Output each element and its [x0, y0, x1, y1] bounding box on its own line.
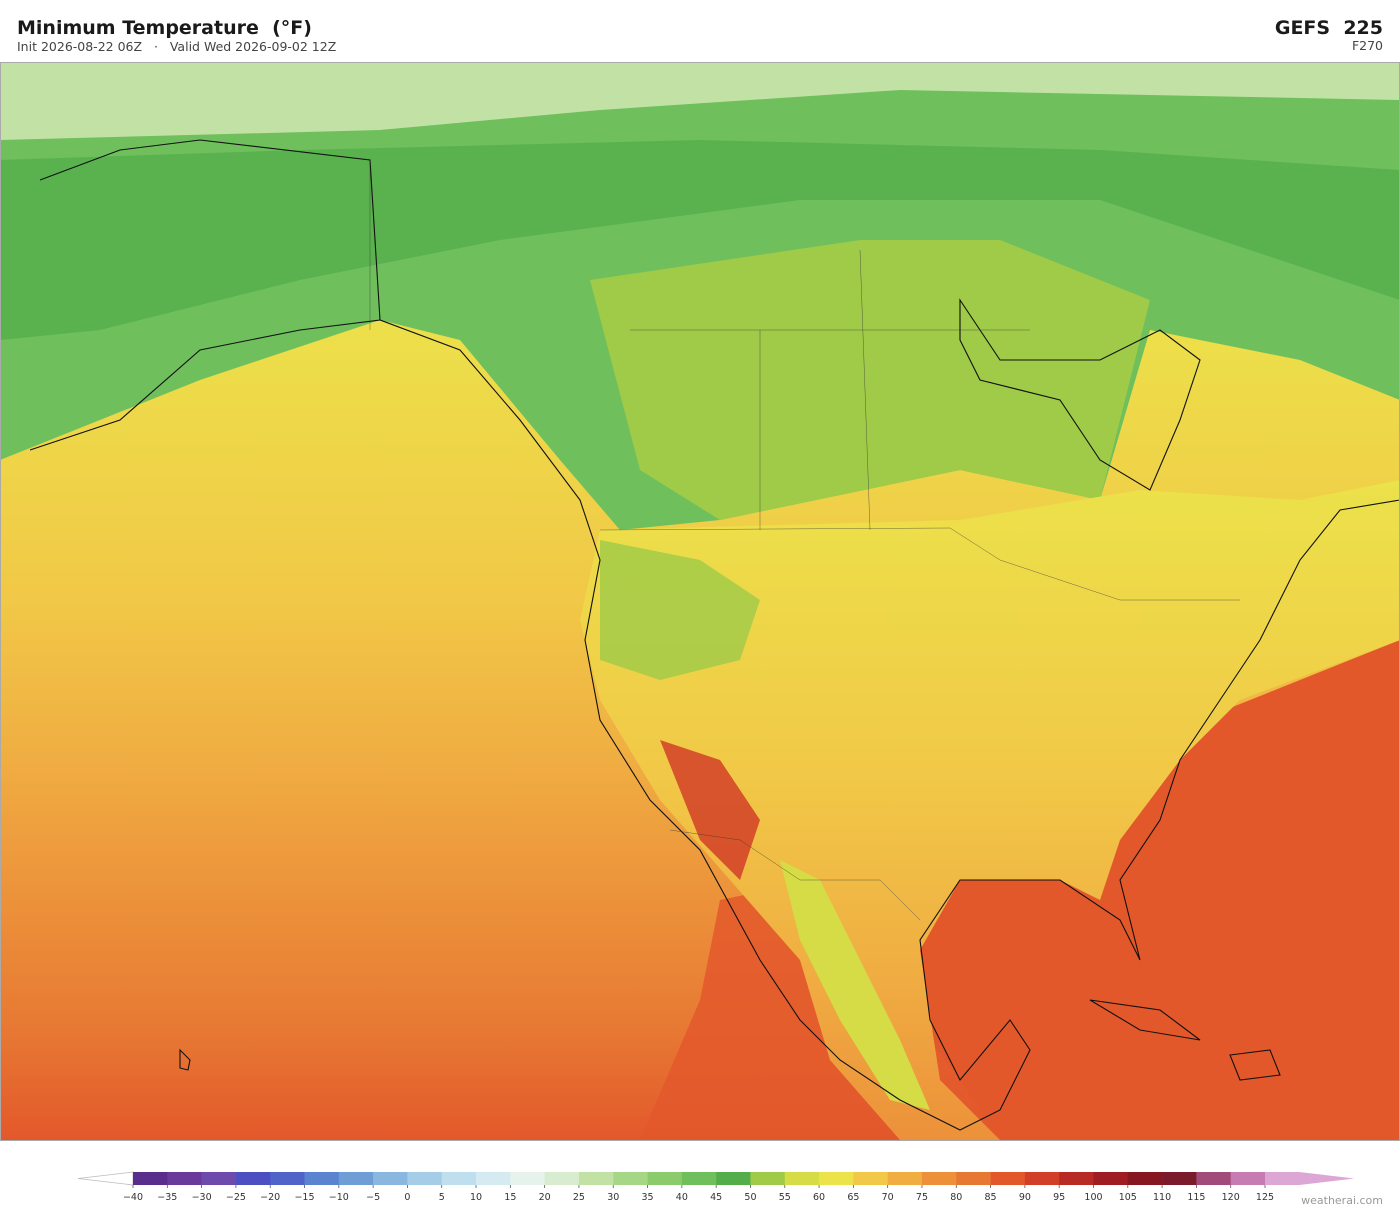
title: Minimum Temperature (°F)	[17, 17, 312, 39]
colorbar-box	[407, 1172, 443, 1185]
northwest-mountains	[600, 540, 760, 680]
colorbar-tick-label: 60	[813, 1192, 825, 1203]
colorbar-box	[476, 1172, 511, 1185]
colorbar-tick-label: 70	[882, 1192, 894, 1203]
colorbar-box	[681, 1172, 717, 1185]
forecast-hour: F270	[1352, 38, 1383, 53]
colorbar-box	[990, 1172, 1026, 1185]
contiguous-us-mexico	[580, 480, 1400, 1140]
colorbar-box	[201, 1172, 237, 1185]
model: GEFS 225	[1275, 17, 1383, 39]
colorbar-tick-label: −30	[192, 1192, 212, 1203]
colorbar-box	[716, 1172, 751, 1185]
colorbar-box	[1230, 1172, 1266, 1185]
colorbar-box	[1059, 1172, 1094, 1185]
colorbar-box	[853, 1172, 888, 1185]
colorbar-box	[510, 1172, 545, 1185]
colorbar-tick-label: −20	[260, 1192, 280, 1203]
subtitle: Init 2026-08-22 06Z · Valid Wed 2026-09-…	[17, 39, 336, 54]
mexican-plateau	[780, 860, 930, 1110]
colorbar-box	[887, 1172, 923, 1185]
colorbar-tick-label: −5	[366, 1192, 380, 1203]
map	[0, 62, 1400, 1140]
borders	[369, 160, 1240, 921]
colorbar-tick-label: −40	[123, 1192, 143, 1203]
colorbar-tick-label: 105	[1119, 1192, 1137, 1203]
colorbar-tick-label: −35	[157, 1192, 177, 1203]
colorbar-tick-label: 125	[1256, 1192, 1274, 1203]
colorbar-box	[133, 1172, 168, 1185]
colorbar-tick-label: 0	[404, 1192, 410, 1203]
colorbar-tick-label: 55	[779, 1192, 791, 1203]
colorbar-tick-label: −25	[226, 1192, 246, 1203]
boreal	[0, 140, 1400, 340]
colorbar-box	[956, 1172, 991, 1185]
colorbar-box	[819, 1172, 854, 1185]
colorbar-box	[167, 1172, 202, 1185]
colorbar-tick-label: 50	[744, 1192, 756, 1203]
colorbar-tick-label: 120	[1222, 1192, 1240, 1203]
prairie	[590, 240, 1150, 520]
colorbar-over	[1299, 1172, 1355, 1185]
colorbar-box	[1024, 1172, 1060, 1185]
colorbar-box	[270, 1172, 305, 1185]
colorbar-tick-label: 75	[916, 1192, 928, 1203]
colorbar-tick-label: 30	[607, 1192, 619, 1203]
colorbar-box	[921, 1172, 957, 1185]
colorbar-tick-label: 45	[710, 1192, 722, 1203]
islands	[179, 999, 1281, 1081]
colorbar-box	[235, 1172, 271, 1185]
colorbar-tick-label: 10	[470, 1192, 482, 1203]
colorbar-box	[1127, 1172, 1163, 1185]
colorbar-tick-label: 5	[439, 1192, 445, 1203]
colorbar-box	[613, 1172, 648, 1185]
colorbar-tick-label: 115	[1187, 1192, 1205, 1203]
watermark: weatherai.com	[1301, 1194, 1383, 1207]
colorbar-box	[304, 1172, 340, 1185]
colorbar-box	[784, 1172, 820, 1185]
colorbar-box	[1265, 1172, 1300, 1185]
colorbar-tick-label: −10	[329, 1192, 349, 1203]
colorbar-tick-label: 15	[504, 1192, 516, 1203]
desert-southwest	[660, 740, 760, 880]
colorbar-tick-label: 65	[847, 1192, 859, 1203]
colorbar-tick-label: 80	[950, 1192, 962, 1203]
colorbar-tick-label: −15	[294, 1192, 314, 1203]
colorbar-box	[1196, 1172, 1231, 1185]
colorbar-box	[441, 1172, 477, 1185]
colorbar-tick-label: 100	[1084, 1192, 1102, 1203]
colorbar-tick-label: 35	[641, 1192, 653, 1203]
colorbar-tick-label: 85	[985, 1192, 997, 1203]
colorbar: −40 −35 −30 −25 −20 −15 −10 −5 0 5 10 15 20 25 30 35 40 4…	[77, 1171, 1355, 1203]
colorbar-box	[1093, 1172, 1129, 1185]
colorbar-tick-label: 95	[1053, 1192, 1065, 1203]
colorbar-box	[647, 1172, 683, 1185]
coastline	[29, 139, 1400, 1131]
colorbar-tick-label: 40	[676, 1192, 688, 1203]
colorbar-tick-label: 25	[573, 1192, 585, 1203]
colorbar-tick-label: 20	[539, 1192, 551, 1203]
colorbar-under	[77, 1171, 134, 1186]
colorbar-box	[1162, 1172, 1197, 1185]
colorbar-box	[338, 1172, 374, 1185]
colorbar-box	[544, 1172, 580, 1185]
colorbar-box	[578, 1172, 614, 1185]
colorbar-tick-label: 110	[1153, 1192, 1171, 1203]
colorbar-box	[750, 1172, 786, 1185]
colorbar-box	[373, 1172, 408, 1185]
colorbar-tick-label: 90	[1019, 1192, 1031, 1203]
